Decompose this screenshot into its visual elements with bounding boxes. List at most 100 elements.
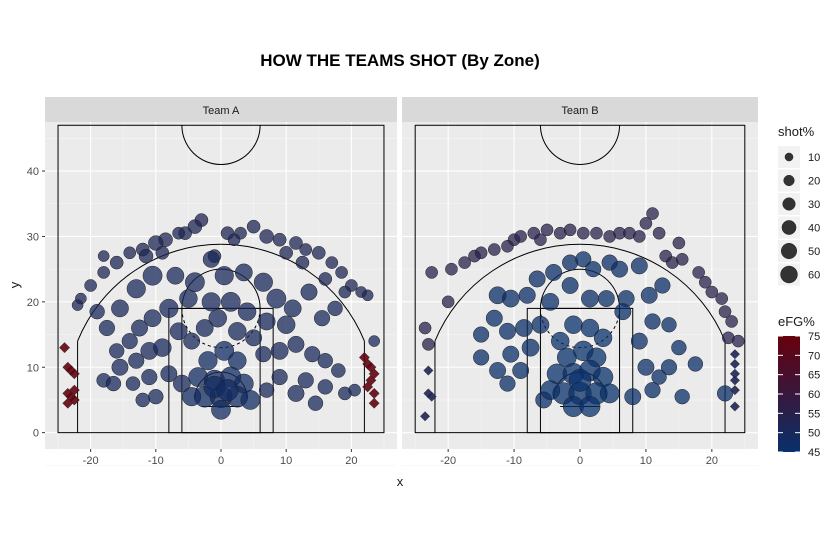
- shot-point: [143, 309, 162, 328]
- chart-title: HOW THE TEAMS SHOT (By Zone): [260, 51, 540, 70]
- shot-point: [279, 246, 293, 260]
- shot-point: [579, 396, 601, 417]
- x-tick-label: -10: [148, 455, 164, 467]
- shot-point: [216, 379, 239, 402]
- x-tick-label: 20: [345, 455, 357, 467]
- shot-point: [652, 226, 666, 240]
- shot-point: [135, 392, 151, 408]
- shot-point: [208, 309, 227, 328]
- color-legend-label: 55: [808, 408, 820, 420]
- shot-point: [614, 303, 632, 321]
- shot-point: [361, 289, 374, 302]
- shot-point: [473, 326, 490, 343]
- shot-point: [687, 356, 704, 372]
- shot-point: [563, 223, 577, 237]
- shot-point: [255, 346, 272, 363]
- size-legend-dot: [780, 242, 798, 260]
- shot-point: [644, 382, 661, 399]
- strip-label-team-b: Team B: [561, 105, 598, 117]
- shot-point: [568, 369, 592, 392]
- shot-point: [665, 256, 679, 269]
- shot-point: [368, 397, 380, 409]
- shot-point: [194, 213, 209, 227]
- shot-point: [304, 346, 321, 363]
- shot-point: [111, 299, 129, 318]
- shot-point: [266, 288, 287, 309]
- shot-point: [179, 289, 198, 308]
- size-legend-label: 10: [808, 152, 820, 164]
- shot-point: [299, 243, 313, 256]
- shot-point: [729, 349, 740, 360]
- shot-point: [501, 239, 514, 253]
- shot-point: [325, 256, 339, 269]
- shot-point: [287, 384, 305, 402]
- size-legend: shot% 10 20 30 40 50 60: [778, 124, 820, 286]
- shot-point: [640, 286, 658, 304]
- shot-point: [148, 389, 164, 405]
- shot-point: [109, 255, 124, 270]
- shot-point: [295, 255, 310, 270]
- size-legend-dot: [783, 174, 795, 187]
- shot-point: [160, 365, 178, 383]
- shot-point: [512, 362, 530, 379]
- shot-point: [633, 230, 646, 243]
- y-axis-title: y: [7, 281, 22, 288]
- shot-point: [159, 298, 179, 318]
- shot-point: [575, 251, 592, 268]
- x-tick-label: -20: [440, 455, 456, 467]
- shot-point: [487, 243, 501, 256]
- shot-point: [214, 266, 234, 286]
- shot-point: [182, 387, 202, 407]
- y-tick-label: 20: [27, 297, 39, 309]
- shot-point: [234, 263, 253, 282]
- shot-point: [718, 305, 732, 318]
- shot-point: [169, 322, 188, 341]
- shot-point: [277, 315, 296, 334]
- color-legend: eFG% 45 50 55 60 65 70 75: [778, 314, 820, 459]
- shot-point: [138, 248, 154, 264]
- shot-point: [271, 368, 288, 386]
- shot-point: [630, 257, 648, 275]
- y-axis: 0 10 20 30 40: [27, 166, 45, 440]
- shot-point: [237, 302, 257, 321]
- shot-point: [729, 385, 740, 396]
- shot-point: [674, 389, 690, 405]
- shot-point: [418, 321, 432, 335]
- shot-point: [660, 359, 678, 376]
- shot-point: [458, 256, 471, 269]
- shot-point: [705, 285, 719, 299]
- shot-point: [541, 293, 560, 311]
- free-throw-circle: [539, 268, 621, 309]
- shot-point: [71, 299, 84, 311]
- shot-point: [485, 309, 503, 327]
- court-lane-inner: [539, 307, 621, 434]
- shot-point: [105, 375, 122, 392]
- three-point-arc: [434, 243, 726, 342]
- color-legend-label: 70: [808, 350, 820, 362]
- strip-label-team-a: Team A: [203, 105, 240, 117]
- shot-point: [228, 322, 247, 341]
- size-legend-label: 40: [808, 223, 820, 235]
- shot-point: [473, 349, 490, 366]
- shot-point: [270, 342, 289, 360]
- shot-point: [540, 380, 561, 400]
- color-legend-label: 50: [808, 428, 820, 440]
- shot-point: [692, 266, 705, 279]
- shot-point: [501, 289, 520, 308]
- shot-point: [121, 333, 138, 350]
- shot-point: [502, 345, 520, 363]
- center-circle: [539, 125, 621, 166]
- x-axis-title: x: [397, 474, 404, 489]
- shot-point: [68, 394, 80, 406]
- shot-point: [499, 375, 516, 392]
- size-legend-dot: [780, 265, 798, 284]
- shot-point: [246, 219, 261, 234]
- shot-point: [172, 226, 185, 240]
- shot-point: [227, 233, 241, 247]
- shot-point: [307, 395, 324, 411]
- shot-point: [646, 207, 659, 220]
- shot-point: [183, 332, 201, 350]
- shot-point: [698, 275, 712, 289]
- shot-point: [289, 236, 303, 250]
